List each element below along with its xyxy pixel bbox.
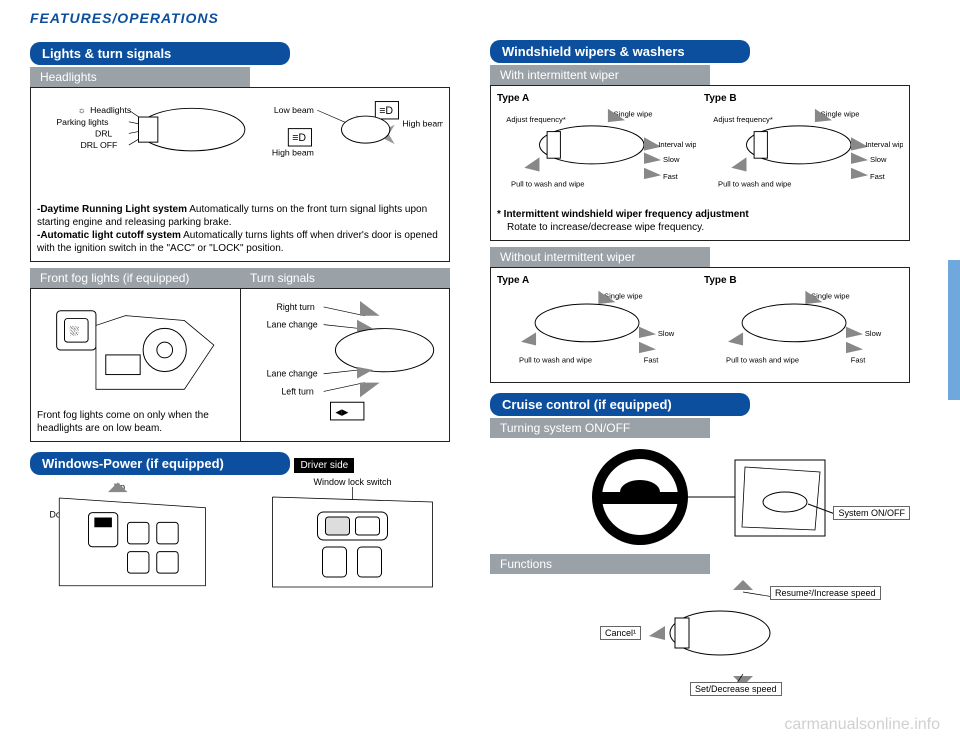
lbl-headlights: Headlights bbox=[90, 105, 132, 115]
lbl-drl: DRL bbox=[95, 128, 113, 138]
lbl-highbeam: High beam bbox=[272, 148, 314, 158]
svg-text:Slow: Slow bbox=[870, 155, 887, 164]
lbl-lowbeam: Low beam bbox=[274, 105, 314, 115]
svg-text:Left turn: Left turn bbox=[281, 386, 313, 396]
diagram-driver-window: Up Down bbox=[30, 477, 225, 602]
sub-turning: Turning system ON/OFF bbox=[490, 418, 710, 438]
diagram-cruise-functions: Resume²/Increase speed Cancel¹ Set/Decre… bbox=[490, 578, 910, 698]
panel-with-wiper: Type A Adjust frequency* Single wipe Int… bbox=[490, 85, 910, 241]
with-footnote: * Intermittent windshield wiper frequenc… bbox=[497, 208, 903, 234]
diagram-fog: ⛆ bbox=[37, 295, 234, 405]
sub-turn: Turn signals bbox=[240, 268, 450, 288]
svg-text:Slow: Slow bbox=[658, 329, 675, 338]
svg-text:Pull to wash and wipe: Pull to wash and wipe bbox=[718, 180, 791, 189]
svg-text:Fast: Fast bbox=[644, 356, 660, 365]
panel-fog-turn: ⛆ Front fog lights come on only when the… bbox=[30, 288, 450, 446]
without-type-a: Type A Single wipe Slow Fast Pull to was… bbox=[497, 274, 696, 376]
diagram-turn: Right turn Lane change Lane change Left … bbox=[247, 295, 444, 425]
svg-text:Right turn: Right turn bbox=[276, 302, 314, 312]
section-wipers: Windshield wipers & washers bbox=[490, 40, 750, 63]
row-windows: Up Down Window lock switch bbox=[30, 477, 450, 602]
diagram-window-lock: Window lock switch bbox=[255, 477, 450, 602]
lbl-resume: Resume²/Increase speed bbox=[770, 586, 881, 600]
svg-text:Adjust frequency*: Adjust frequency* bbox=[506, 115, 566, 124]
svg-text:≡D: ≡D bbox=[292, 132, 306, 144]
svg-text:Slow: Slow bbox=[663, 155, 680, 164]
sub-fog: Front fog lights (if equipped) bbox=[30, 268, 240, 288]
panel-turn: Right turn Lane change Lane change Left … bbox=[241, 288, 451, 442]
svg-text:Lane change: Lane change bbox=[266, 320, 317, 330]
svg-text:Adjust frequency*: Adjust frequency* bbox=[713, 115, 773, 124]
svg-text:☼: ☼ bbox=[78, 105, 86, 115]
left-column: FEATURES/OPERATIONS Lights & turn signal… bbox=[10, 0, 470, 742]
sub-with-wiper: With intermittent wiper bbox=[490, 65, 710, 85]
note-cutoff: -Automatic light cutoff system Automatic… bbox=[37, 229, 443, 255]
with-wiper-types: Type A Adjust frequency* Single wipe Int… bbox=[497, 92, 903, 204]
diagram-cruise-system: System ON/OFF bbox=[490, 442, 910, 552]
panel-without-wiper: Type A Single wipe Slow Fast Pull to was… bbox=[490, 267, 910, 383]
lbl-system-onoff: System ON/OFF bbox=[833, 506, 910, 520]
section-cruise: Cruise control (if equipped) bbox=[490, 393, 750, 416]
svg-text:Pull to wash and wipe: Pull to wash and wipe bbox=[519, 356, 592, 365]
lbl-set: Set/Decrease speed bbox=[690, 682, 782, 696]
sub-headlights: Headlights bbox=[30, 67, 250, 87]
section-windows: Windows-Power (if equipped) bbox=[30, 452, 290, 475]
svg-text:≡D: ≡D bbox=[379, 105, 393, 117]
side-tab bbox=[948, 260, 960, 400]
lbl-window-lock: Window lock switch bbox=[255, 477, 450, 487]
svg-text:Fast: Fast bbox=[851, 356, 867, 365]
row-fog-turn: Front fog lights (if equipped) Turn sign… bbox=[30, 266, 450, 288]
with-type-b: Type B Adjust frequency* Single wipe Int… bbox=[704, 92, 903, 204]
lbl-wo-type-a: Type A bbox=[497, 274, 696, 287]
sub-without-wiper: Without intermittent wiper bbox=[490, 247, 710, 267]
svg-text:Lane change: Lane change bbox=[266, 369, 317, 379]
page: FEATURES/OPERATIONS Lights & turn signal… bbox=[0, 0, 960, 742]
fog-caption: Front fog lights come on only when the h… bbox=[37, 409, 234, 435]
sub-functions: Functions bbox=[490, 554, 710, 574]
right-column: Windshield wipers & washers With intermi… bbox=[470, 0, 930, 742]
svg-text:Pull to wash and wipe: Pull to wash and wipe bbox=[511, 180, 584, 189]
diagram-headlights: ☼ Headlights Parking lights DRL DRL OFF … bbox=[37, 94, 443, 199]
svg-text:⛆: ⛆ bbox=[69, 325, 79, 338]
svg-text:◂▸: ◂▸ bbox=[335, 404, 348, 419]
svg-text:Slow: Slow bbox=[865, 329, 882, 338]
without-wiper-types: Type A Single wipe Slow Fast Pull to was… bbox=[497, 274, 903, 376]
svg-text:Pull to wash and wipe: Pull to wash and wipe bbox=[726, 356, 799, 365]
with-type-a: Type A Adjust frequency* Single wipe Int… bbox=[497, 92, 696, 204]
without-type-b: Type B Single wipe Slow Fast Pull to was… bbox=[704, 274, 903, 376]
watermark: carmanualsonline.info bbox=[784, 716, 940, 734]
panel-fog: ⛆ Front fog lights come on only when the… bbox=[30, 288, 241, 442]
panel-headlights: ☼ Headlights Parking lights DRL DRL OFF … bbox=[30, 87, 450, 262]
lbl-wo-type-b: Type B bbox=[704, 274, 903, 287]
lbl-type-b: Type B bbox=[704, 92, 903, 105]
svg-text:Fast: Fast bbox=[870, 172, 886, 181]
note-drl: -Daytime Running Light system Automatica… bbox=[37, 203, 443, 229]
page-header: FEATURES/OPERATIONS bbox=[30, 10, 450, 26]
driver-side-badge: Driver side bbox=[294, 458, 354, 473]
lbl-flasher: High beam flasher bbox=[402, 119, 443, 129]
lbl-type-a: Type A bbox=[497, 92, 696, 105]
svg-text:Fast: Fast bbox=[663, 172, 679, 181]
svg-text:Interval wipe: Interval wipe bbox=[658, 140, 696, 149]
svg-text:Interval wipe: Interval wipe bbox=[865, 140, 903, 149]
lbl-parking: Parking lights bbox=[56, 117, 109, 127]
lbl-drloff: DRL OFF bbox=[81, 140, 118, 150]
lbl-cancel: Cancel¹ bbox=[600, 626, 641, 640]
section-lights: Lights & turn signals bbox=[30, 42, 290, 65]
